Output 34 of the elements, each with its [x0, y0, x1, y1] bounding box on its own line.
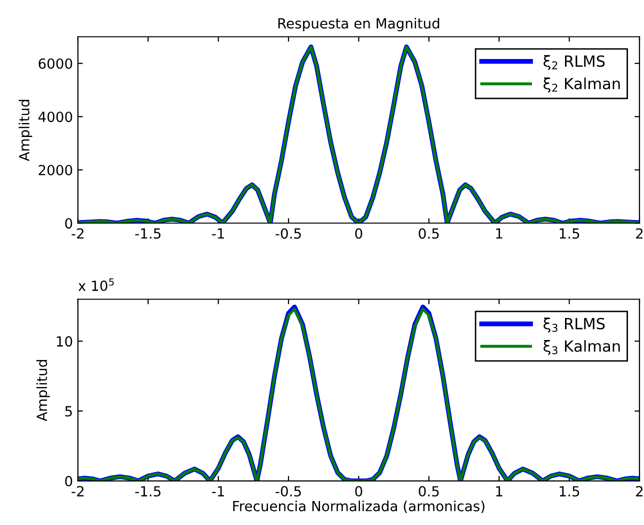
- legend-label: ξ$_{3}$ Kalman: [544, 340, 620, 355]
- x-tick-label: -1.5: [135, 486, 160, 497]
- y-tick-label: 6000: [38, 58, 72, 69]
- x-tick-label: 2: [636, 486, 643, 496]
- x-tick-label: -0.5: [276, 228, 301, 239]
- x-tick-label: 1.5: [560, 228, 580, 239]
- y-tick-label: 0: [65, 218, 72, 229]
- y-tick-label: 5: [65, 406, 72, 417]
- x-tick-label: 0: [355, 228, 362, 239]
- x-tick-label: 0: [355, 486, 362, 497]
- y-tick-label: 2000: [38, 164, 72, 176]
- x-axis-title: Frecuencia Normalizada (armonicas): [233, 500, 484, 513]
- x-tick-label: 2: [636, 228, 643, 239]
- y-tick-label: 10: [56, 336, 72, 347]
- x-tick-label: -2: [72, 228, 84, 239]
- x-tick-label: 1: [496, 228, 502, 239]
- legend-label: ξ$_{2}$ RLMS: [544, 55, 605, 70]
- legend-label: ξ$_{2}$ Kalman: [544, 78, 620, 92]
- x-tick-label: 0.5: [418, 228, 439, 239]
- y-axis-title: Amplitud: [36, 360, 50, 422]
- legend-label: ξ$_{3}$ RLMS: [544, 318, 605, 332]
- y-axis-title: Amplitud: [18, 100, 32, 162]
- x-tick-label: -1: [212, 228, 224, 239]
- y-tick-label: 0: [65, 476, 72, 486]
- x-tick-label: -1.5: [135, 228, 160, 239]
- y-tick-label: 4000: [38, 112, 72, 122]
- x-tick-label: -1: [212, 486, 224, 496]
- x-tick-label: 1: [496, 486, 502, 496]
- chart-title: Respuesta en Magnitud: [278, 18, 440, 32]
- x-tick-label: -2: [72, 486, 84, 496]
- x-tick-label: 0.5: [418, 486, 439, 497]
- text: x 10$^{5}$: [78, 278, 114, 292]
- x-tick-label: -0.5: [276, 486, 301, 497]
- x-tick-label: 1.5: [560, 486, 580, 497]
